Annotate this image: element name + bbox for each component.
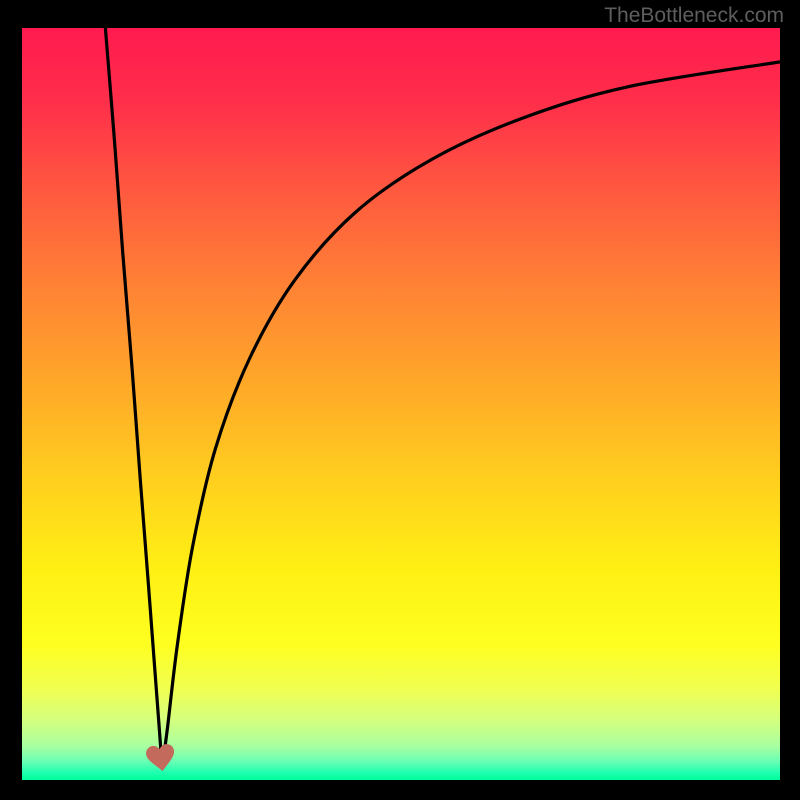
heart-icon — [144, 742, 178, 776]
watermark-text: TheBottleneck.com — [604, 4, 784, 28]
bottleneck-curve — [22, 28, 780, 780]
plot-frame — [22, 28, 780, 780]
curve-path — [105, 28, 780, 769]
minimum-marker-heart — [144, 742, 178, 776]
plot-area — [22, 28, 780, 780]
